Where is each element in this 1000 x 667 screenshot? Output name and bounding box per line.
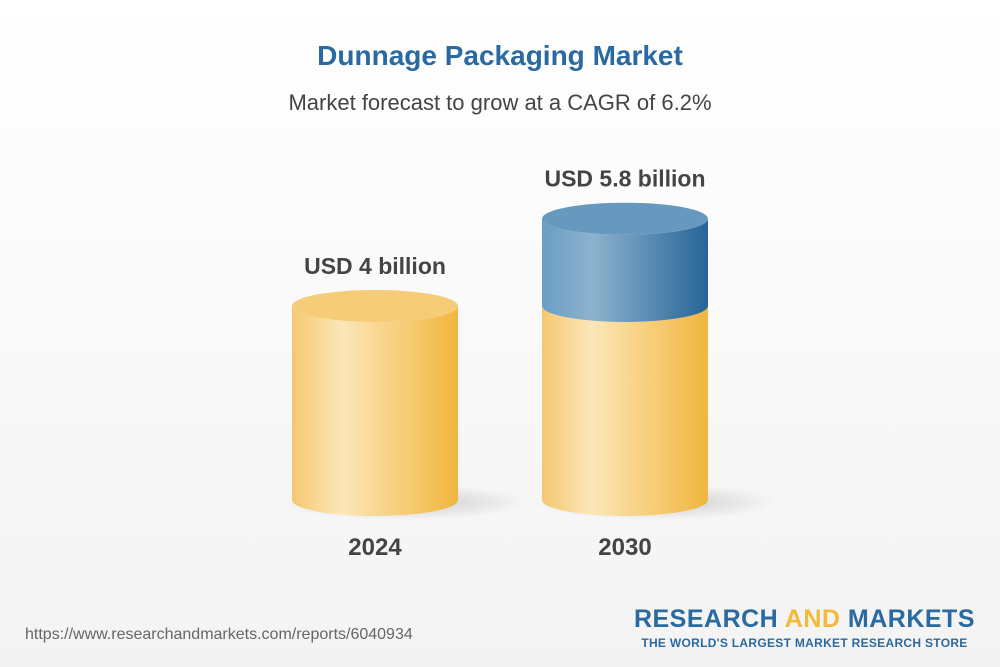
category-label: 2030 [598,534,651,561]
cylinder-base-2030 [542,306,708,516]
cylinder-growth-2030 [542,218,708,322]
cylinder-top-2024 [292,290,458,322]
data-label: USD 4 billion [304,253,446,279]
cylinder-base-2024 [292,306,458,516]
category-label: 2024 [348,534,402,561]
cylinder-top-2030 [542,202,708,235]
data-label: USD 5.8 billion [544,166,705,192]
report-url[interactable]: https://www.researchandmarkets.com/repor… [25,626,413,643]
chart-subtitle: Market forecast to grow at a CAGR of 6.2… [288,90,712,115]
chart-title: Dunnage Packaging Market [317,40,683,71]
research-and-markets-logo: RESEARCH AND MARKETS THE WORLD'S LARGEST… [633,605,975,650]
